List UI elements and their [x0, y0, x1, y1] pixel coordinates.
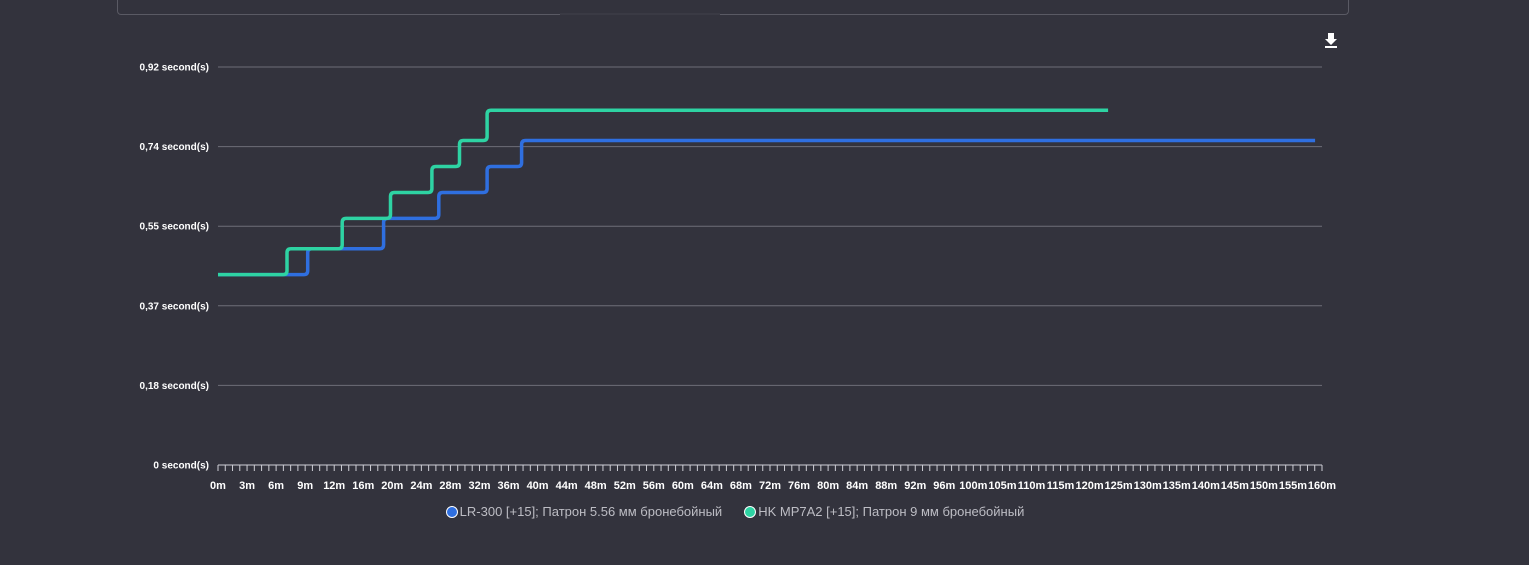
x-tick-label: 100m — [959, 480, 987, 492]
x-tick-label: 60m — [672, 480, 694, 492]
x-tick-label: 24m — [410, 480, 432, 492]
x-tick-label: 56m — [643, 480, 665, 492]
series-line-2[interactable] — [218, 108, 1109, 277]
x-tick-label: 36m — [498, 480, 520, 492]
x-tick-label: 105m — [988, 480, 1016, 492]
x-tick-label: 125m — [1105, 480, 1133, 492]
x-tick-label: 44m — [556, 480, 578, 492]
x-tick-label: 76m — [788, 480, 810, 492]
x-tick-label: 110m — [1018, 480, 1046, 492]
y-tick-label: 0 second(s) — [153, 461, 209, 472]
x-tick-label: 40m — [527, 480, 549, 492]
x-tick-label: 28m — [439, 480, 461, 492]
x-tick-label: 68m — [730, 480, 752, 492]
series-line-1[interactable] — [218, 138, 1316, 277]
legend-marker — [744, 505, 757, 518]
x-tick-label: 48m — [585, 480, 607, 492]
x-tick-label: 96m — [933, 480, 955, 492]
legend-item-2[interactable]: HK MP7A2 [+15]; Патрон 9 мм бронебойный — [744, 504, 1024, 519]
x-tick-label: 16m — [352, 480, 374, 492]
tab-indicator — [560, 13, 720, 15]
x-tick-label: 115m — [1047, 480, 1075, 492]
legend: LR-300 [+15]; Патрон 5.56 мм бронебойный… — [0, 504, 1470, 519]
x-tick-label: 88m — [875, 480, 897, 492]
download-icon[interactable] — [1321, 30, 1341, 50]
x-tick-label: 64m — [701, 480, 723, 492]
x-tick-label: 32m — [468, 480, 490, 492]
legend-marker — [445, 505, 458, 518]
x-tick-label: 3m — [239, 480, 255, 492]
y-tick-label: 0,55 second(s) — [140, 222, 209, 233]
y-tick-label: 0,18 second(s) — [140, 381, 209, 392]
x-tick-label: 155m — [1279, 480, 1307, 492]
x-tick-label: 12m — [323, 480, 345, 492]
y-tick-label: 0,74 second(s) — [140, 142, 209, 153]
x-tick-label: 9m — [297, 480, 313, 492]
x-tick-label: 135m — [1163, 480, 1191, 492]
x-tick-label: 80m — [817, 480, 839, 492]
legend-item-1[interactable]: LR-300 [+15]; Патрон 5.56 мм бронебойный — [445, 504, 723, 519]
x-tick-label: 130m — [1134, 480, 1162, 492]
x-tick-label: 0m — [210, 480, 226, 492]
x-tick-label: 140m — [1192, 480, 1220, 492]
x-tick-label: 6m — [268, 480, 284, 492]
x-tick-label: 150m — [1250, 480, 1278, 492]
x-tick-label: 92m — [904, 480, 926, 492]
x-tick-label: 84m — [846, 480, 868, 492]
y-tick-label: 0,37 second(s) — [140, 301, 209, 312]
x-tick-label: 160m — [1308, 480, 1336, 492]
top-panel — [117, 0, 1349, 15]
y-tick-label: 0,92 second(s) — [140, 63, 209, 74]
x-tick-label: 72m — [759, 480, 781, 492]
x-tick-label: 20m — [381, 480, 403, 492]
x-tick-label: 52m — [614, 480, 636, 492]
legend-label: LR-300 [+15]; Патрон 5.56 мм бронебойный — [459, 504, 723, 519]
legend-label: HK MP7A2 [+15]; Патрон 9 мм бронебойный — [758, 504, 1025, 519]
x-tick-label: 145m — [1221, 480, 1249, 492]
x-tick-label: 120m — [1076, 480, 1104, 492]
